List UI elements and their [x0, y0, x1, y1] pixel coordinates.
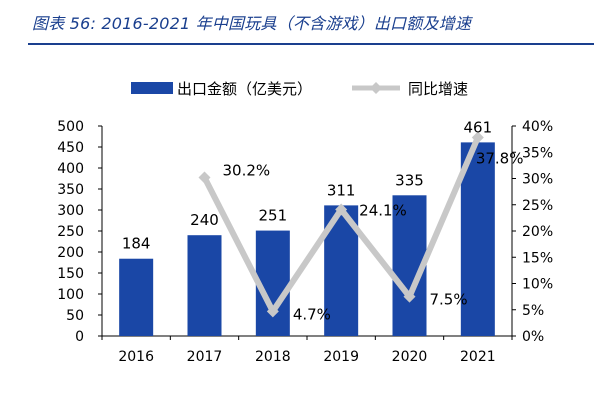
y-right-tick-label: 0%: [522, 329, 544, 345]
y-left-tick-label: 200: [57, 245, 84, 261]
growth-marker: [266, 305, 279, 318]
y-right-tick-label: 15%: [522, 250, 553, 266]
growth-line: [198, 131, 484, 318]
legend-line-label: 同比增速: [408, 80, 468, 98]
y-left-tick-label: 450: [57, 140, 84, 156]
growth-value-label: 7.5%: [430, 291, 468, 309]
growth-marker: [335, 203, 348, 216]
y-right-tick-label: 20%: [522, 224, 553, 240]
legend-line-marker: [370, 82, 382, 94]
y-left-tick-label: 250: [57, 224, 84, 240]
y-right-tick-label: 5%: [522, 303, 544, 319]
y-left-tick-label: 400: [57, 161, 84, 177]
title-rule: [28, 43, 594, 45]
legend: 出口金额（亿美元） 同比增速: [131, 80, 468, 98]
y-left-tick-label: 150: [57, 266, 84, 282]
x-tick-label: 2016: [118, 349, 154, 365]
y-left-tick-label: 100: [57, 287, 84, 303]
bar-value-label: 335: [395, 171, 424, 189]
y-left-tick-label: 500: [57, 119, 84, 135]
x-tick-label: 2017: [187, 349, 223, 365]
growth-marker: [471, 131, 484, 144]
y-left-tick-label: 50: [66, 308, 84, 324]
bar-value-label: 311: [327, 181, 356, 199]
figure-title: 图表 56: 2016-2021 年中国玩具（不含游戏）出口额及增速: [32, 14, 472, 33]
y-left-tick-label: 350: [57, 182, 84, 198]
growth-value-label: 24.1%: [359, 201, 407, 219]
growth-marker: [198, 171, 211, 184]
bar-value-label: 461: [464, 118, 493, 136]
axes: 0 50 100 150 200 250 300 350 400 450 500 0% 5% 10% 15%…: [57, 119, 553, 365]
bar: [119, 258, 154, 336]
growth-value-label: 30.2%: [223, 161, 271, 179]
y-left-tick-label: 0: [75, 329, 84, 345]
y-right-tick-label: 30%: [522, 172, 553, 188]
x-tick-label: 2018: [255, 349, 291, 365]
y-right-tick-label: 10%: [522, 277, 553, 293]
bar: [187, 235, 222, 336]
bar-value-label: 240: [190, 211, 219, 229]
growth-value-label: 37.8%: [476, 150, 524, 168]
legend-bar-label: 出口金额（亿美元）: [177, 80, 312, 98]
bar-value-label: 184: [122, 235, 151, 253]
x-tick-label: 2019: [323, 349, 359, 365]
y-right-tick-label: 25%: [522, 198, 553, 214]
y-right-tick-label: 35%: [522, 145, 553, 161]
bar: [460, 142, 495, 336]
growth-marker: [403, 290, 416, 303]
legend-bar-swatch: [131, 82, 173, 94]
x-tick-label: 2021: [460, 349, 496, 365]
growth-value-label: 4.7%: [293, 305, 331, 323]
data-labels: 184 240 251 311 335 461 30.2% 4.7% 24.1% 7.5% 37.8…: [122, 118, 524, 323]
y-left-tick-label: 300: [57, 203, 84, 219]
bar-value-label: 251: [259, 207, 288, 225]
x-tick-label: 2020: [392, 349, 428, 365]
y-right-tick-label: 40%: [522, 119, 553, 135]
